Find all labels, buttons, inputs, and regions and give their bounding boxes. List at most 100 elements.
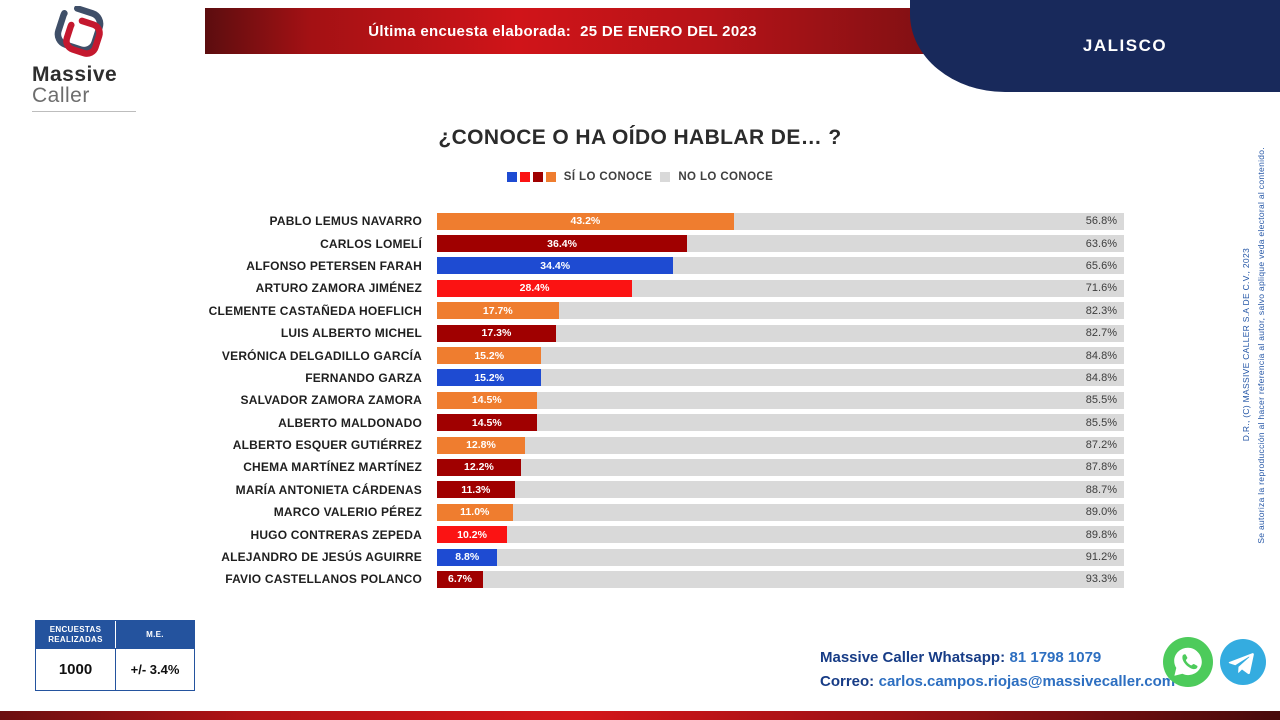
bar-yes: 12.8%: [437, 436, 525, 454]
bar-no-value: 65.6%: [1085, 259, 1117, 272]
region-title: JALISCO: [1082, 36, 1168, 55]
bar-row-label: LUIS ALBERTO MICHEL: [280, 326, 422, 341]
bar-yes-value: 6.7%: [448, 573, 472, 586]
bar-row: LUIS ALBERTO MICHEL 17.3% 82.7%: [0, 322, 1124, 344]
bar-row: FAVIO CASTELLANOS POLANCO 6.7% 93.3%: [0, 568, 1124, 590]
whatsapp-number[interactable]: 81 1798 1079: [1009, 649, 1102, 666]
bar-row-label: PABLO LEMUS NAVARRO: [269, 214, 422, 229]
bar-yes-value: 14.5%: [471, 416, 502, 429]
bar-row: FERNANDO GARZA 15.2% 84.8%: [0, 367, 1124, 389]
bar-row-label: ALEJANDRO DE JESÚS AGUIRRE: [221, 550, 422, 565]
bar-row: VERÓNICA DELGADILLO GARCÍA 15.2% 84.8%: [0, 344, 1124, 366]
bar-row-label: ARTURO ZAMORA JIMÉNEZ: [255, 281, 422, 296]
bar-yes-value: 12.2%: [464, 461, 494, 474]
bar-track: 15.2% 84.8%: [437, 369, 1124, 387]
bar-row: CARLOS LOMELÍ 36.4% 63.6%: [0, 232, 1124, 254]
stats-value-encuestas: 1000: [36, 649, 115, 690]
legend-yes-label: SÍ LO CONOCE: [563, 171, 653, 183]
bar-track: 10.2% 89.8%: [437, 526, 1124, 544]
bar-track: 11.3% 88.7%: [437, 481, 1124, 499]
email-line: Correo: carlos.campos.riojas@massivecall…: [820, 670, 1175, 694]
bar-no-value: 93.3%: [1085, 573, 1117, 586]
bar-track: 17.3% 82.7%: [437, 324, 1124, 342]
bar-no-value: 63.6%: [1085, 237, 1117, 250]
bar-no-value: 87.8%: [1085, 461, 1117, 474]
legend-yes-swatch: [532, 172, 543, 182]
bar-row-label: FERNANDO GARZA: [305, 370, 422, 385]
stats-header-encuestas: ENCUESTAS REALIZADAS: [36, 621, 115, 648]
bar-track: 12.2% 87.8%: [437, 458, 1124, 476]
bar-no-value: 82.3%: [1085, 304, 1117, 317]
bar-yes: 11.0%: [437, 503, 513, 521]
bar-track: 36.4% 63.6%: [437, 235, 1124, 253]
bar-yes: 14.5%: [437, 414, 537, 432]
contact-block: Massive Caller Whatsapp: 81 1798 1079 Co…: [820, 646, 1175, 694]
bar-row-label: FAVIO CASTELLANOS POLANCO: [225, 572, 422, 587]
email-value[interactable]: carlos.campos.riojas@massivecaller.com: [878, 673, 1176, 690]
bar-yes: 17.7%: [437, 302, 559, 320]
bar-yes: 36.4%: [437, 235, 688, 253]
bar-row-label: MARÍA ANTONIETA CÁRDENAS: [235, 482, 422, 497]
bar-yes: 11.3%: [437, 481, 515, 499]
bar-row-label: ALFONSO PETERSEN FARAH: [246, 258, 422, 273]
whatsapp-icon[interactable]: [1163, 637, 1213, 687]
bar-track: 14.5% 85.5%: [437, 414, 1124, 432]
bar-row-label: HUGO CONTRERAS ZEPEDA: [250, 527, 422, 542]
bar-row: MARÍA ANTONIETA CÁRDENAS 11.3% 88.7%: [0, 479, 1124, 501]
chart-legend: SÍ LO CONOCE NO LO CONOCE: [0, 171, 1280, 183]
massive-caller-logo: Massive Caller: [26, 6, 176, 112]
bar-row: ALBERTO ESQUER GUTIÉRREZ 12.8% 87.2%: [0, 434, 1124, 456]
bar-no-value: 56.8%: [1085, 215, 1117, 228]
bar-yes: 17.3%: [437, 324, 556, 342]
bar-no-value: 89.8%: [1085, 528, 1117, 541]
chart-rows: PABLO LEMUS NAVARRO 43.2% 56.8% CARLOS L…: [0, 210, 1124, 591]
bar-yes: 10.2%: [437, 526, 508, 544]
bar-row: ARTURO ZAMORA JIMÉNEZ 28.4% 71.6%: [0, 277, 1124, 299]
bar-track: 11.0% 89.0%: [437, 503, 1124, 521]
bar-no-value: 85.5%: [1085, 416, 1117, 429]
bar-no-value: 82.7%: [1085, 327, 1117, 340]
bar-track: 17.7% 82.3%: [437, 302, 1124, 320]
legend-yes-swatch: [519, 172, 530, 182]
region-corner: JALISCO: [910, 0, 1280, 92]
logo-name-line2: Caller: [32, 84, 90, 108]
bar-track: 6.7% 93.3%: [437, 570, 1124, 588]
bar-yes-value: 12.8%: [466, 439, 496, 452]
bar-yes-value: 34.4%: [540, 259, 571, 272]
bar-yes: 15.2%: [437, 369, 542, 387]
bar-row: ALBERTO MALDONADO 14.5% 85.5%: [0, 412, 1124, 434]
bottom-accent-bar: [0, 711, 1280, 720]
copyright-text: D.R., (C) MASSIVE CALLER S.A DE C.V., 20…: [1241, 248, 1251, 442]
bar-yes: 43.2%: [437, 212, 734, 230]
bar-row: CLEMENTE CASTAÑEDA HOEFLICH 17.7% 82.3%: [0, 300, 1124, 322]
bar-yes: 15.2%: [437, 347, 542, 365]
bar-row-label: CARLOS LOMELÍ: [320, 236, 422, 251]
stats-header-row: ENCUESTAS REALIZADAS M.E.: [36, 621, 194, 648]
bar-no-value: 87.2%: [1085, 439, 1117, 452]
stats-header-me: M.E.: [115, 621, 194, 648]
bar-row-label: ALBERTO ESQUER GUTIÉRREZ: [232, 438, 422, 453]
email-label: Correo:: [820, 673, 875, 690]
bar-track: 12.8% 87.2%: [437, 436, 1124, 454]
whatsapp-line: Massive Caller Whatsapp: 81 1798 1079: [820, 646, 1175, 670]
bar-track: 8.8% 91.2%: [437, 548, 1124, 566]
telegram-icon[interactable]: [1220, 639, 1266, 685]
survey-date-banner: Última encuesta elaborada: 25 DE ENERO D…: [205, 8, 950, 54]
bar-track: 28.4% 71.6%: [437, 279, 1124, 297]
disclaimer-text: Se autoriza la reproducción al hacer ref…: [1256, 146, 1266, 544]
bar-no-value: 91.2%: [1085, 551, 1117, 564]
survey-label: Última encuesta elaborada:: [368, 22, 572, 40]
bar-row-label: SALVADOR ZAMORA ZAMORA: [240, 393, 422, 408]
bar-yes: 12.2%: [437, 458, 521, 476]
legend-yes-swatch: [506, 172, 517, 182]
bar-row-label: VERÓNICA DELGADILLO GARCÍA: [221, 348, 422, 363]
bar-yes-value: 11.0%: [460, 506, 490, 519]
bar-row: CHEMA MARTÍNEZ MARTÍNEZ 12.2% 87.8%: [0, 456, 1124, 478]
bar-yes: 6.7%: [437, 570, 484, 588]
bar-no-value: 84.8%: [1085, 349, 1117, 362]
bar-no-value: 71.6%: [1085, 282, 1117, 295]
bar-yes-value: 11.3%: [461, 483, 491, 496]
social-icons: [1163, 637, 1266, 687]
bar-row-label: MARCO VALERIO PÉREZ: [273, 505, 422, 520]
survey-date: 25 DE ENERO DEL 2023: [580, 22, 757, 40]
